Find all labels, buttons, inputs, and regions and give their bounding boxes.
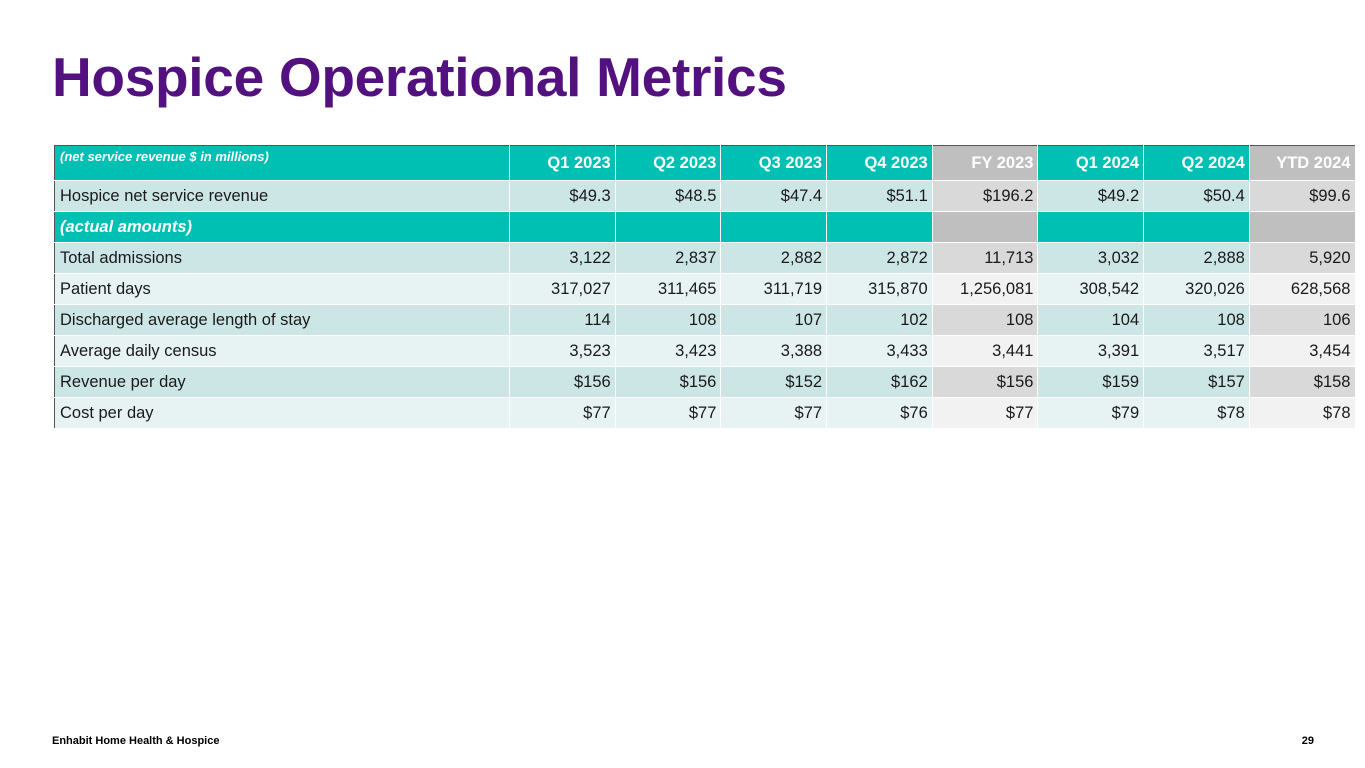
table-cell: 2,872	[826, 242, 933, 274]
column-header: Q1 2024	[1037, 145, 1145, 181]
table-cell: $49.3	[509, 180, 616, 212]
row-label: Cost per day	[54, 397, 510, 429]
table-cell: 2,837	[615, 242, 722, 274]
table-cell: $77	[932, 397, 1039, 429]
table-cell: $79	[1037, 397, 1145, 429]
table-cell: 108	[932, 304, 1039, 336]
table-cell: 3,032	[1037, 242, 1145, 274]
table-cell: 1,256,081	[932, 273, 1039, 305]
column-header: Q3 2023	[720, 145, 828, 181]
table-cell	[1143, 211, 1250, 243]
column-header: YTD 2024	[1249, 145, 1356, 181]
footer-company: Enhabit Home Health & Hospice	[52, 735, 220, 747]
subheader-label: (actual amounts)	[54, 211, 510, 243]
table-cell	[720, 211, 828, 243]
table-cell: $156	[509, 366, 616, 398]
column-header: Q2 2023	[615, 145, 722, 181]
table-cell: 104	[1037, 304, 1145, 336]
table-cell: 3,454	[1249, 335, 1356, 367]
table-cell: 3,122	[509, 242, 616, 274]
table-cell: 2,888	[1143, 242, 1250, 274]
table-header-label: (net service revenue $ in millions)	[54, 145, 510, 181]
table-cell: 108	[615, 304, 722, 336]
table-cell: $50.4	[1143, 180, 1250, 212]
table-cell: 317,027	[509, 273, 616, 305]
table-cell: 311,719	[720, 273, 828, 305]
column-header: Q2 2024	[1143, 145, 1250, 181]
table-cell	[1037, 211, 1145, 243]
table-cell: $156	[615, 366, 722, 398]
row-label: Patient days	[54, 273, 510, 305]
table-cell: 3,517	[1143, 335, 1250, 367]
table-cell	[615, 211, 722, 243]
table-cell: $78	[1249, 397, 1356, 429]
table-cell: $78	[1143, 397, 1250, 429]
table-row: Total admissions 3,122 2,837 2,882 2,872…	[54, 242, 1356, 274]
table-cell: 5,920	[1249, 242, 1356, 274]
table-cell: 114	[509, 304, 616, 336]
table-cell: 107	[720, 304, 828, 336]
table-cell: $158	[1249, 366, 1356, 398]
table-cell: $77	[720, 397, 828, 429]
table-row: Hospice net service revenue $49.3 $48.5 …	[54, 180, 1356, 212]
column-header: FY 2023	[932, 145, 1039, 181]
table-cell: 3,523	[509, 335, 616, 367]
table-cell: $156	[932, 366, 1039, 398]
table-cell: 3,441	[932, 335, 1039, 367]
table-cell: 320,026	[1143, 273, 1250, 305]
row-label: Hospice net service revenue	[54, 180, 510, 212]
table-cell: 3,423	[615, 335, 722, 367]
table-cell: 108	[1143, 304, 1250, 336]
table-cell: 102	[826, 304, 933, 336]
table-cell: 628,568	[1249, 273, 1356, 305]
row-label: Average daily census	[54, 335, 510, 367]
table-cell: $157	[1143, 366, 1250, 398]
row-label: Revenue per day	[54, 366, 510, 398]
table-row: Discharged average length of stay 114 10…	[54, 304, 1356, 336]
column-header: Q1 2023	[509, 145, 616, 181]
table-header-row: (net service revenue $ in millions) Q1 2…	[54, 145, 1356, 181]
table-cell: $99.6	[1249, 180, 1356, 212]
page-title: Hospice Operational Metrics	[52, 46, 787, 108]
table-cell: 311,465	[615, 273, 722, 305]
table-cell	[1249, 211, 1356, 243]
table-cell: $76	[826, 397, 933, 429]
table-cell: $49.2	[1037, 180, 1145, 212]
row-label: Total admissions	[54, 242, 510, 274]
table-row: Patient days 317,027 311,465 311,719 315…	[54, 273, 1356, 305]
table-cell: 11,713	[932, 242, 1039, 274]
table-cell: 106	[1249, 304, 1356, 336]
row-label: Discharged average length of stay	[54, 304, 510, 336]
table-cell: 3,388	[720, 335, 828, 367]
table-cell: $47.4	[720, 180, 828, 212]
table-cell: 308,542	[1037, 273, 1145, 305]
table-cell: $162	[826, 366, 933, 398]
table-cell: $196.2	[932, 180, 1039, 212]
table-cell: 2,882	[720, 242, 828, 274]
table-row: Revenue per day $156 $156 $152 $162 $156…	[54, 366, 1356, 398]
table-cell: $51.1	[826, 180, 933, 212]
table-cell	[509, 211, 616, 243]
table-row: Average daily census 3,523 3,423 3,388 3…	[54, 335, 1356, 367]
table-cell: 3,391	[1037, 335, 1145, 367]
table-cell: $77	[615, 397, 722, 429]
table-subheader-row: (actual amounts)	[54, 211, 1356, 243]
table-cell: $152	[720, 366, 828, 398]
table-row: Cost per day $77 $77 $77 $76 $77 $79 $78…	[54, 397, 1356, 429]
table-cell: 315,870	[826, 273, 933, 305]
table-cell: $48.5	[615, 180, 722, 212]
table-cell: $77	[509, 397, 616, 429]
table-cell	[826, 211, 933, 243]
column-header: Q4 2023	[826, 145, 933, 181]
table-cell	[932, 211, 1039, 243]
table-cell: 3,433	[826, 335, 933, 367]
page-number: 29	[1301, 735, 1314, 747]
table-cell: $159	[1037, 366, 1145, 398]
metrics-table: (net service revenue $ in millions) Q1 2…	[54, 145, 1356, 429]
